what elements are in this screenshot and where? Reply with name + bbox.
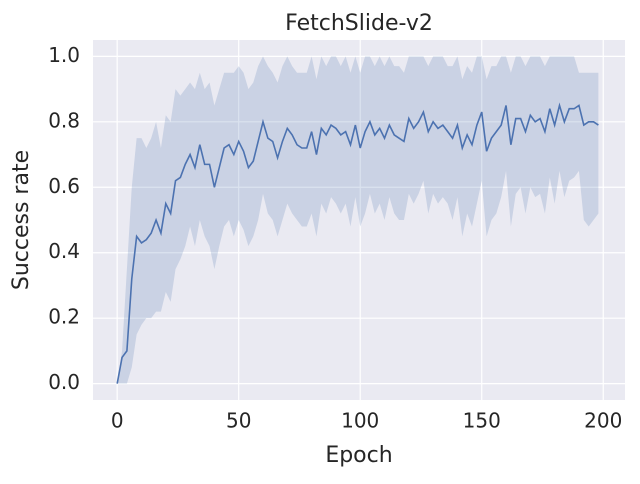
y-tick-label: 0.4	[48, 239, 80, 263]
plot-background	[93, 40, 625, 400]
x-tick-label: 150	[463, 409, 501, 433]
x-tick-label: 100	[341, 409, 379, 433]
chart-title: FetchSlide-v2	[285, 11, 433, 36]
y-tick-label: 0.0	[48, 370, 80, 394]
x-tick-label: 0	[111, 409, 124, 433]
marks	[116, 56, 599, 384]
y-tick-label: 0.6	[48, 174, 80, 198]
y-tick-label: 0.2	[48, 305, 80, 329]
confidence-band	[117, 56, 599, 384]
y-tick-label: 1.0	[48, 43, 80, 67]
x-tick-label: 50	[226, 409, 251, 433]
x-axis-label: Epoch	[325, 443, 392, 468]
y-axis-label: Success rate	[9, 150, 34, 290]
data-line	[116, 102, 599, 384]
x-tick-label: 200	[584, 409, 622, 433]
y-tick-label: 0.8	[48, 108, 80, 132]
